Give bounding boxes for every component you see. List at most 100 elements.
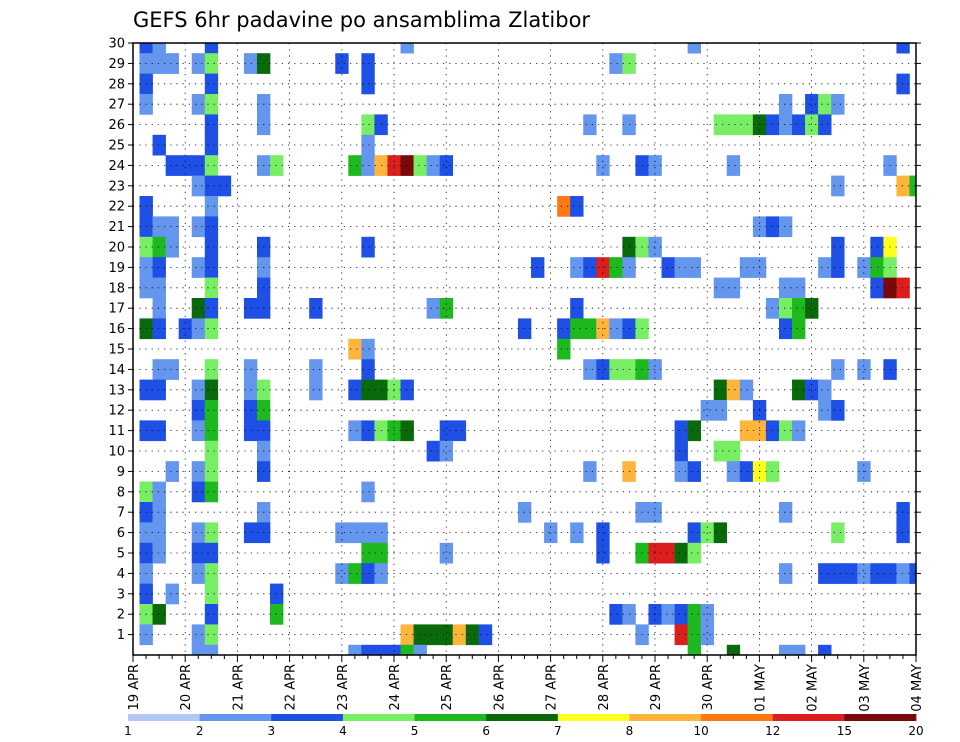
heatmap-cell bbox=[413, 624, 427, 646]
heatmap-cell bbox=[204, 236, 219, 258]
heatmap-cell bbox=[191, 481, 206, 503]
heatmap-cell bbox=[374, 644, 388, 656]
colorbar-label: 20 bbox=[908, 724, 923, 738]
colorbar-label: 3 bbox=[267, 724, 275, 738]
heatmap-cell bbox=[204, 440, 219, 462]
heatmap-cell bbox=[204, 298, 219, 319]
heatmap-cell bbox=[335, 53, 349, 74]
heatmap-cell bbox=[426, 155, 440, 176]
heatmap-cell bbox=[204, 114, 219, 136]
heatmap-cell bbox=[896, 43, 910, 54]
heatmap-cell bbox=[439, 624, 454, 646]
heatmap-cell bbox=[857, 257, 871, 278]
heatmap-cell bbox=[361, 481, 375, 503]
heatmap-cell bbox=[661, 542, 675, 564]
y-tick-label: 21 bbox=[108, 220, 125, 235]
heatmap-cell bbox=[609, 359, 623, 380]
y-tick-label: 11 bbox=[108, 424, 125, 439]
heatmap-cell bbox=[413, 155, 427, 176]
heatmap-cell bbox=[361, 359, 375, 380]
heatmap-cell bbox=[674, 604, 688, 625]
heatmap-cell bbox=[778, 277, 793, 299]
heatmap-cell bbox=[674, 461, 688, 482]
heatmap-cell bbox=[583, 461, 597, 482]
heatmap-cell bbox=[204, 481, 219, 503]
heatmap-cell bbox=[191, 461, 206, 482]
heatmap-cell bbox=[778, 502, 793, 523]
heatmap-cell bbox=[831, 257, 845, 278]
x-tick-label: 21 APR bbox=[231, 664, 246, 710]
heatmap-cell bbox=[152, 298, 166, 319]
heatmap-cell bbox=[413, 644, 427, 656]
heatmap-cell bbox=[204, 94, 219, 115]
x-tick-label: 04 MAY bbox=[910, 664, 925, 712]
heatmap-cell bbox=[191, 257, 206, 278]
heatmap-cell bbox=[818, 114, 832, 136]
heatmap-cell bbox=[348, 563, 362, 584]
heatmap-cell bbox=[596, 155, 610, 176]
heatmap-cell bbox=[831, 359, 845, 380]
heatmap-cell bbox=[243, 522, 258, 544]
heatmap-cell bbox=[204, 420, 219, 442]
colorbar-label: 6 bbox=[482, 724, 490, 738]
heatmap-cell bbox=[152, 604, 166, 625]
heatmap-cell bbox=[361, 155, 375, 176]
heatmap-cell bbox=[204, 522, 219, 544]
colorbar-swatch bbox=[271, 714, 344, 721]
y-tick-label: 26 bbox=[108, 118, 125, 133]
colorbar-swatch bbox=[557, 714, 630, 721]
x-tick-label: 26 APR bbox=[492, 664, 507, 710]
heatmap-cell bbox=[335, 522, 349, 544]
heatmap-cell bbox=[739, 114, 754, 136]
heatmap-cell bbox=[309, 298, 323, 319]
heatmap-cell bbox=[583, 114, 597, 136]
colorbar-swatch bbox=[844, 714, 917, 721]
heatmap-cell bbox=[778, 114, 793, 136]
heatmap-cell bbox=[191, 420, 206, 442]
heatmap-cell bbox=[687, 461, 701, 482]
heatmap-cell bbox=[700, 522, 715, 544]
heatmap-cell bbox=[191, 379, 206, 401]
heatmap-cell bbox=[896, 175, 910, 197]
heatmap-cell bbox=[687, 522, 701, 544]
heatmap-cell bbox=[204, 175, 219, 197]
heatmap-cell bbox=[648, 502, 662, 523]
heatmap-cell bbox=[191, 318, 206, 340]
heatmap-cell bbox=[400, 644, 414, 656]
heatmap-cell bbox=[661, 257, 675, 278]
heatmap-cell bbox=[152, 359, 166, 380]
heatmap-cell bbox=[661, 604, 675, 625]
colorbar-label: 2 bbox=[196, 724, 204, 738]
heatmap-cell bbox=[243, 420, 258, 442]
heatmap-cell bbox=[361, 644, 375, 656]
heatmap-cell bbox=[792, 644, 806, 656]
heatmap-cell bbox=[152, 277, 166, 299]
heatmap-cell bbox=[674, 257, 688, 278]
heatmap-cell bbox=[531, 257, 545, 278]
colorbar-swatch bbox=[128, 714, 201, 721]
heatmap-cell bbox=[243, 359, 258, 380]
y-tick-label: 6 bbox=[117, 526, 125, 541]
heatmap-cell bbox=[674, 542, 688, 564]
heatmap-cell bbox=[648, 542, 662, 564]
heatmap-cell bbox=[191, 522, 206, 544]
heatmap-cell bbox=[465, 624, 480, 646]
heatmap-cell bbox=[713, 379, 728, 401]
heatmap-cell bbox=[191, 155, 206, 176]
heatmap-cell bbox=[596, 359, 610, 380]
heatmap-cell bbox=[178, 155, 193, 176]
heatmap-cell bbox=[726, 379, 741, 401]
heatmap-cell bbox=[687, 542, 701, 564]
heatmap-cell bbox=[243, 53, 258, 74]
heatmap-cell bbox=[726, 440, 741, 462]
x-tick-label: 28 APR bbox=[597, 664, 612, 710]
colorbar-swatch bbox=[199, 714, 272, 721]
heatmap-cell bbox=[831, 175, 845, 197]
heatmap-cell bbox=[596, 542, 610, 564]
heatmap-cell bbox=[713, 440, 728, 462]
x-tick-label: 01 MAY bbox=[753, 664, 768, 712]
heatmap-cell bbox=[674, 420, 688, 442]
y-tick-label: 29 bbox=[108, 57, 125, 72]
heatmap-cell bbox=[439, 542, 454, 564]
heatmap-cell bbox=[204, 379, 219, 401]
